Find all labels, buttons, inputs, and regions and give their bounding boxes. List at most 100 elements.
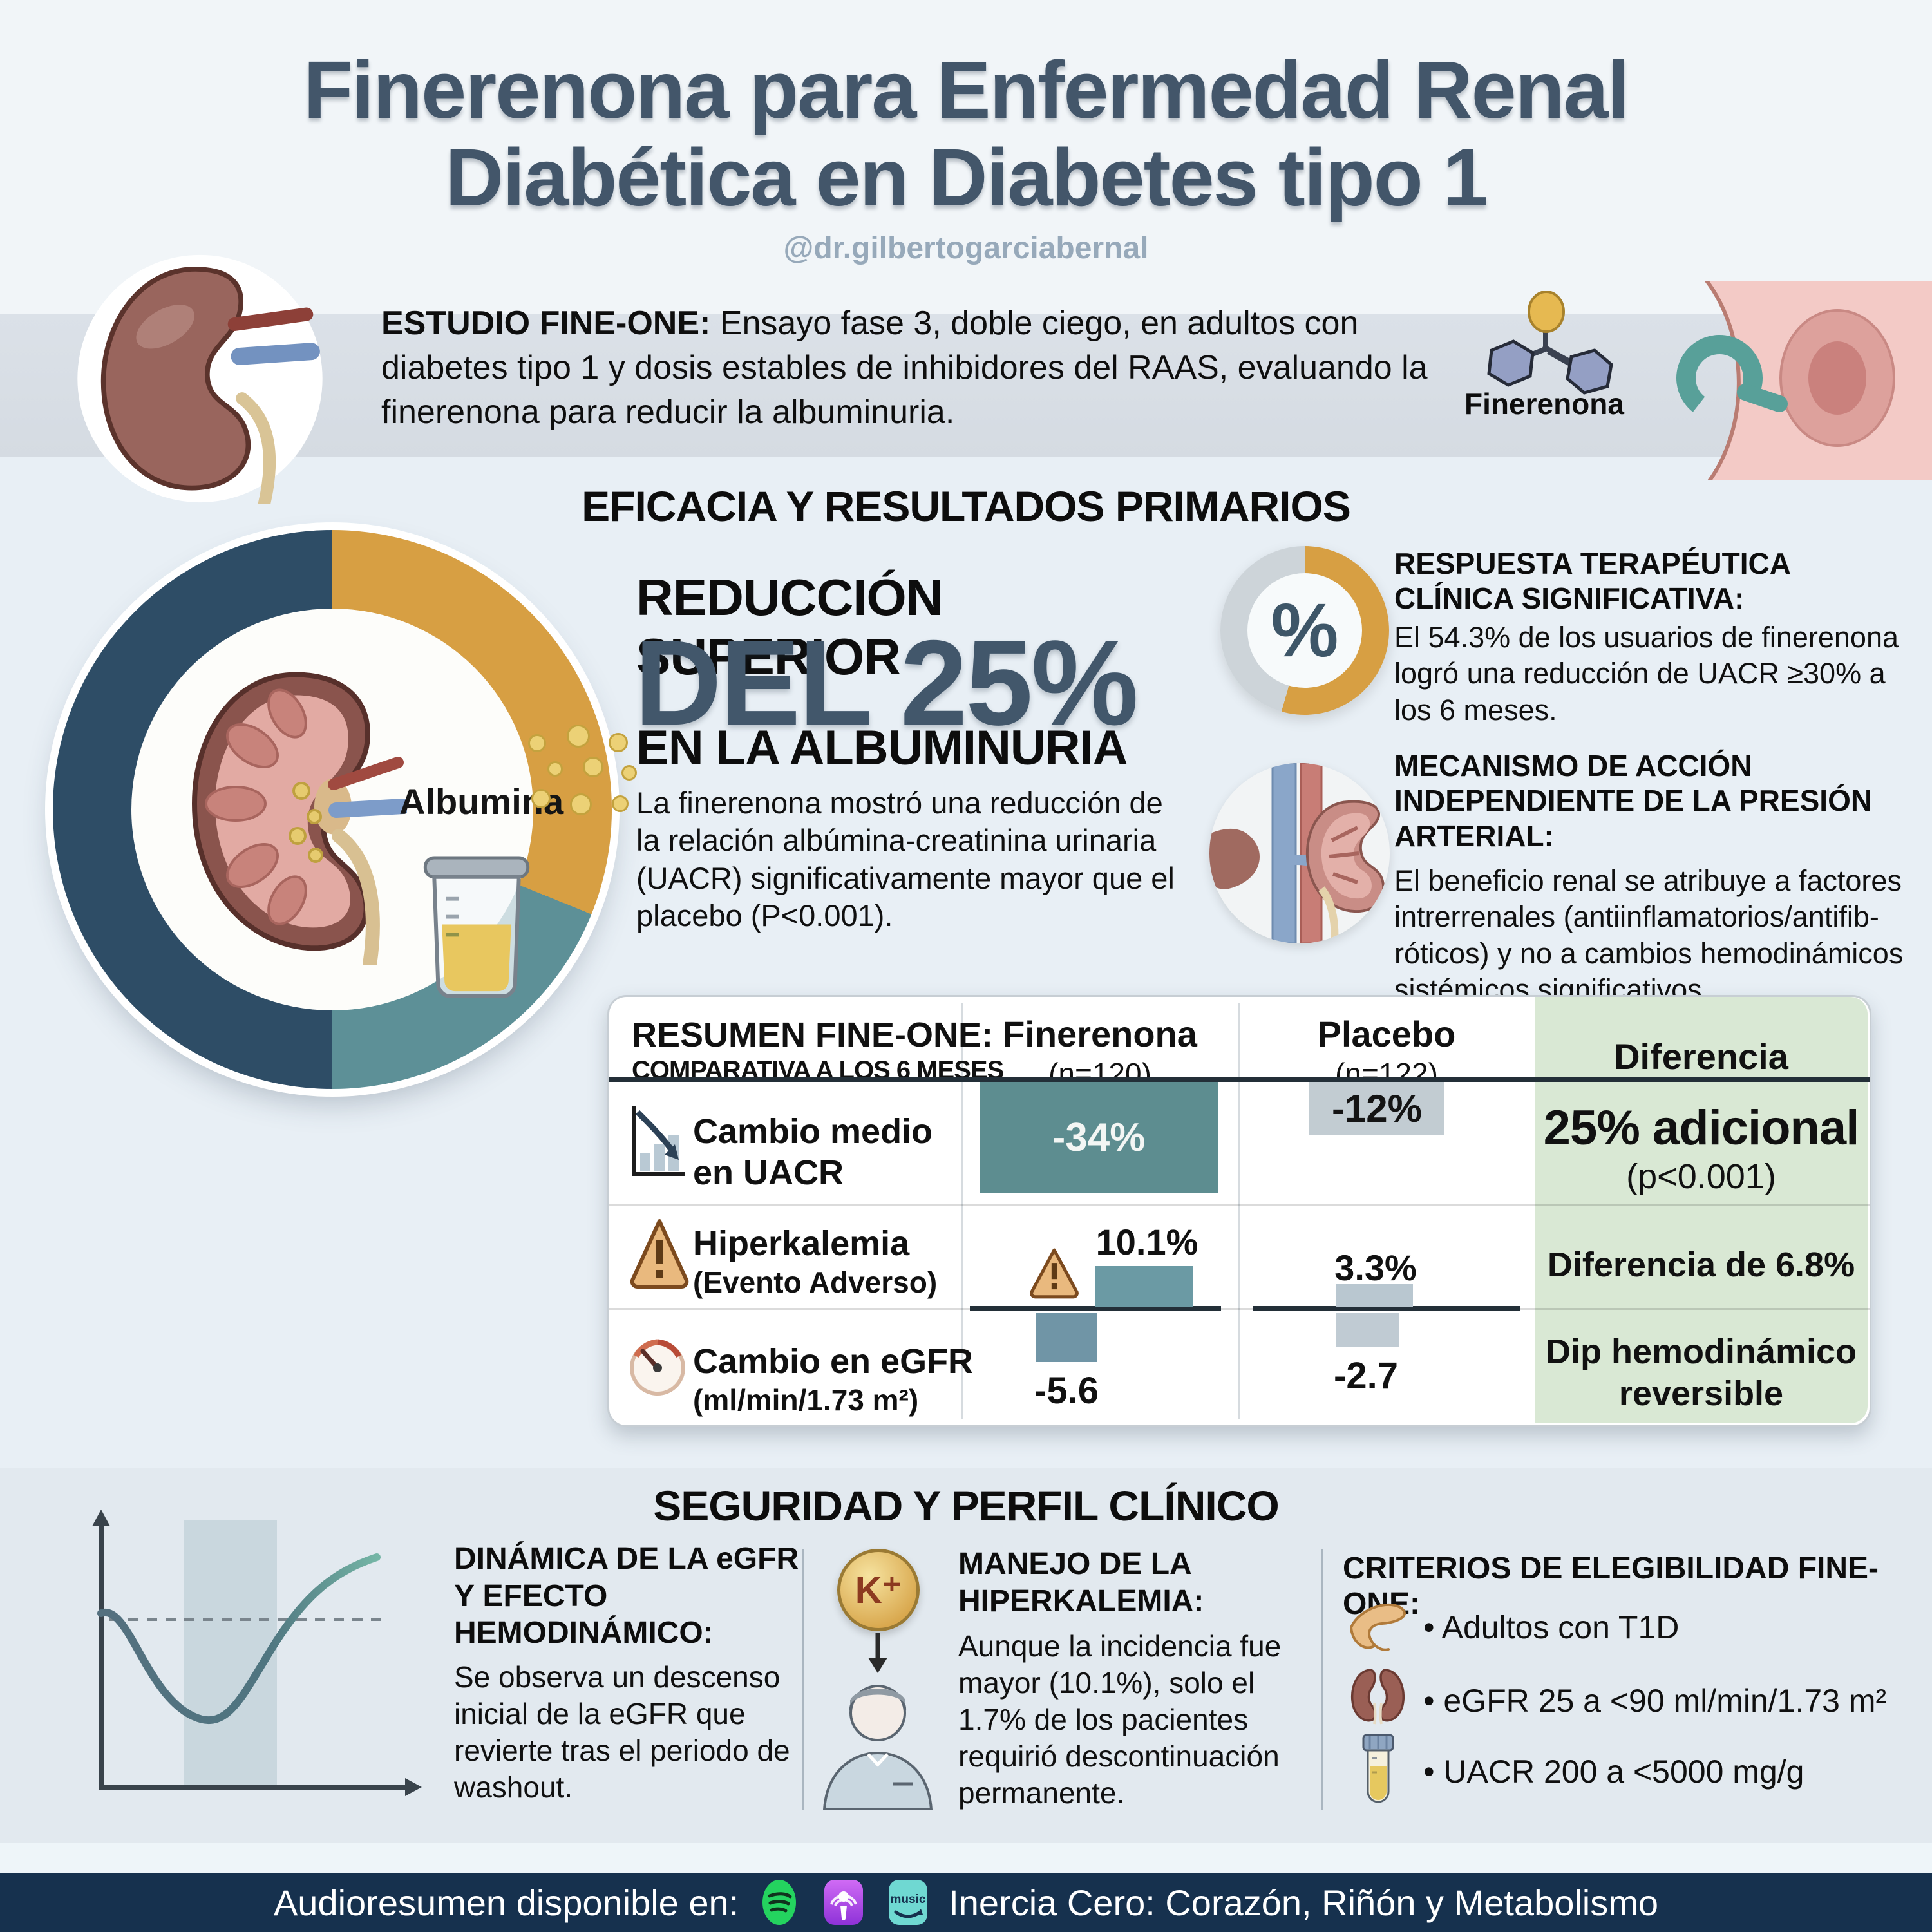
receptor-icon	[1676, 335, 1763, 421]
hyperk-text: Aunque la incidencia fue mayor (10.1%), …	[958, 1629, 1282, 1810]
row2-label2: (Evento Adverso)	[693, 1265, 938, 1299]
urine-cup-icon	[412, 850, 541, 1001]
axis-finerenona	[970, 1306, 1221, 1311]
study-summary: ESTUDIO FINE-ONE: Ensayo fase 3, doble c…	[381, 301, 1444, 435]
efficacy-section-title: EFICACIA Y RESULTADOS PRIMARIOS	[582, 482, 1351, 530]
author-handle: @dr.gilbertogarciabernal	[783, 231, 1149, 265]
row-divider-2	[609, 1308, 1870, 1310]
row1-diff: 25% adicional	[1543, 1101, 1860, 1155]
albuminuria-donut-chart	[53, 530, 612, 1089]
table-title: RESUMEN FINE-ONE:	[632, 1016, 994, 1054]
criteria-title: CRITERIOS DE ELEGIBILIDAD FINE-ONE:	[1343, 1551, 1879, 1621]
egfr-title-line2: Y EFECTO	[454, 1578, 608, 1613]
study-text: Ensayo fase 3, doble ciego, en adultos c…	[381, 305, 1428, 431]
molecule-gold-atom	[1528, 291, 1565, 333]
albumin-dots	[522, 721, 663, 837]
bg-top	[0, 0, 1932, 314]
molecule-hex-left	[1487, 339, 1535, 387]
molecule-hex-right	[1566, 348, 1613, 395]
response-donut-chart: %	[1220, 546, 1389, 715]
bg-strip	[0, 1843, 1932, 1873]
bar-hyperk-placebo-value: 3.3%	[1334, 1247, 1417, 1288]
criteria-item-egfr: • eGFR 25 a <90 ml/min/1.73 m²	[1423, 1683, 1887, 1719]
bar-uacr-finerenona: -34%	[980, 1082, 1218, 1193]
bar-hyperk-placebo	[1336, 1284, 1413, 1307]
potassium-symbol: K⁺	[855, 1569, 902, 1611]
molecule-label: Finerenona	[1464, 387, 1624, 421]
bar-egfr-placebo-value: -2.7	[1334, 1355, 1398, 1397]
amazon-music-icon: music	[884, 1879, 932, 1926]
bar-uacr-finerenona-value: -34%	[1052, 1115, 1146, 1160]
gauge-icon	[627, 1331, 688, 1408]
summary-table: RESUMEN FINE-ONE: COMPARATIVA A LOS 6 ME…	[607, 995, 1871, 1427]
kidney-hero-illustration	[76, 252, 324, 504]
ureter-icon	[236, 392, 276, 504]
row3-label2: (ml/min/1.73 m²)	[693, 1383, 919, 1417]
study-label: ESTUDIO FINE-ONE:	[381, 305, 711, 342]
hyperk-title-line1: MANEJO DE LA	[958, 1547, 1192, 1581]
bar-uacr-placebo: -12%	[1309, 1082, 1444, 1135]
headline-big: DEL 25%	[634, 615, 1139, 750]
down-arrow-icon	[867, 1633, 889, 1673]
egfr-title-line1: DINÁMICA DE LA eGFR	[454, 1542, 799, 1576]
page-title: Finerenona para Enfermedad Renal Diabéti…	[0, 46, 1932, 222]
headline-small: REDUCCIÓN SUPERIOR	[636, 569, 943, 685]
kidneys-icon	[1347, 1665, 1408, 1726]
response-donut-hole: %	[1247, 573, 1362, 688]
egfr-dynamics-chart	[61, 1507, 448, 1803]
hyperk-title: MANEJO DE LA HIPERKALEMIA:	[958, 1546, 1306, 1620]
col-header-placebo: Placebo	[1317, 1014, 1456, 1054]
mechanism-title: MECANISMO DE ACCIÓN INDEPENDIENTE DE LA …	[1394, 749, 1873, 853]
patient-icon	[817, 1673, 939, 1810]
diff-column-bg	[1535, 997, 1868, 1423]
potassium-icon: K⁺	[837, 1549, 920, 1631]
row1-diff2: (p<0.001)	[1626, 1157, 1776, 1196]
response-title: RESPUESTA TERAPÉUTICA CLÍNICA SIGNIFICAT…	[1394, 547, 1790, 616]
bar-hyperk-finerenona-value: 10.1%	[1095, 1222, 1198, 1262]
page-title-line1: Finerenona para Enfermedad Renal	[303, 44, 1630, 135]
bar-egfr-placebo	[1336, 1313, 1399, 1347]
page-title-line2: Diabética en Diabetes tipo 1	[445, 132, 1488, 223]
bar-uacr-placebo-value: -12%	[1331, 1086, 1423, 1130]
uacr-chart-icon	[629, 1103, 687, 1180]
egfr-title-line3: HEMODINÁMICO:	[454, 1616, 714, 1651]
footer-bar: Audioresumen disponible en:	[0, 1873, 1932, 1932]
hyperk-title-line2: HIPERKALEMIA:	[958, 1584, 1204, 1618]
apple-podcasts-icon	[820, 1879, 867, 1926]
footer-right-text: Inercia Cero: Corazón, Riñón y Metabolis…	[949, 1882, 1659, 1923]
renal-artery-icon	[227, 307, 314, 331]
row-divider-1	[609, 1204, 1870, 1206]
row3-label: Cambio en eGFR	[693, 1342, 974, 1381]
bar-hyperk-finerenona	[1095, 1266, 1193, 1307]
bar-egfr-finerenona-value: -5.6	[1034, 1370, 1099, 1412]
kidney-cross-section	[182, 662, 407, 965]
axis-placebo	[1253, 1306, 1520, 1311]
bar-egfr-finerenona	[1036, 1313, 1097, 1362]
renal-vein-icon	[231, 343, 320, 365]
warning-triangle-icon	[630, 1216, 689, 1292]
percent-symbol: %	[1271, 588, 1339, 673]
warning-triangle-small-icon	[1027, 1247, 1082, 1300]
mechanism-text: El beneficio renal se atribuye a factore…	[1394, 864, 1904, 1006]
egfr-dynamics-text: Se observa un descenso inicial de la eGF…	[454, 1660, 790, 1804]
header-divider	[609, 1077, 1870, 1082]
footer-left-text: Audioresumen disponible en:	[273, 1882, 739, 1923]
pancreas-icon	[1346, 1594, 1410, 1655]
safety-divider-1	[802, 1549, 804, 1810]
criteria-item-uacr: • UACR 200 a <5000 mg/g	[1423, 1754, 1804, 1790]
row2-diff: Diferencia de 6.8%	[1547, 1245, 1855, 1284]
efficacy-paragraph: La finerenona mostró una reducción de la…	[636, 786, 1175, 933]
response-text: El 54.3% de los usuarios de finerenona l…	[1394, 621, 1899, 726]
col-header-diferencia: Diferencia	[1614, 1036, 1788, 1077]
row3-diff: Dip hemodinámico	[1545, 1332, 1857, 1371]
molecule-icon	[1473, 291, 1615, 404]
safety-section-title: SEGURIDAD Y PERFIL CLÍNICO	[653, 1482, 1279, 1530]
urine-tube-icon	[1352, 1732, 1404, 1806]
cell-receptor-illustration	[1641, 281, 1932, 480]
bg-safety	[0, 1468, 1932, 1843]
row1-label: Cambio medio	[693, 1112, 933, 1151]
row2-label: Hiperkalemia	[693, 1224, 910, 1263]
safety-divider-2	[1321, 1549, 1323, 1810]
col-header-finerenona: Finerenona	[1003, 1014, 1197, 1054]
